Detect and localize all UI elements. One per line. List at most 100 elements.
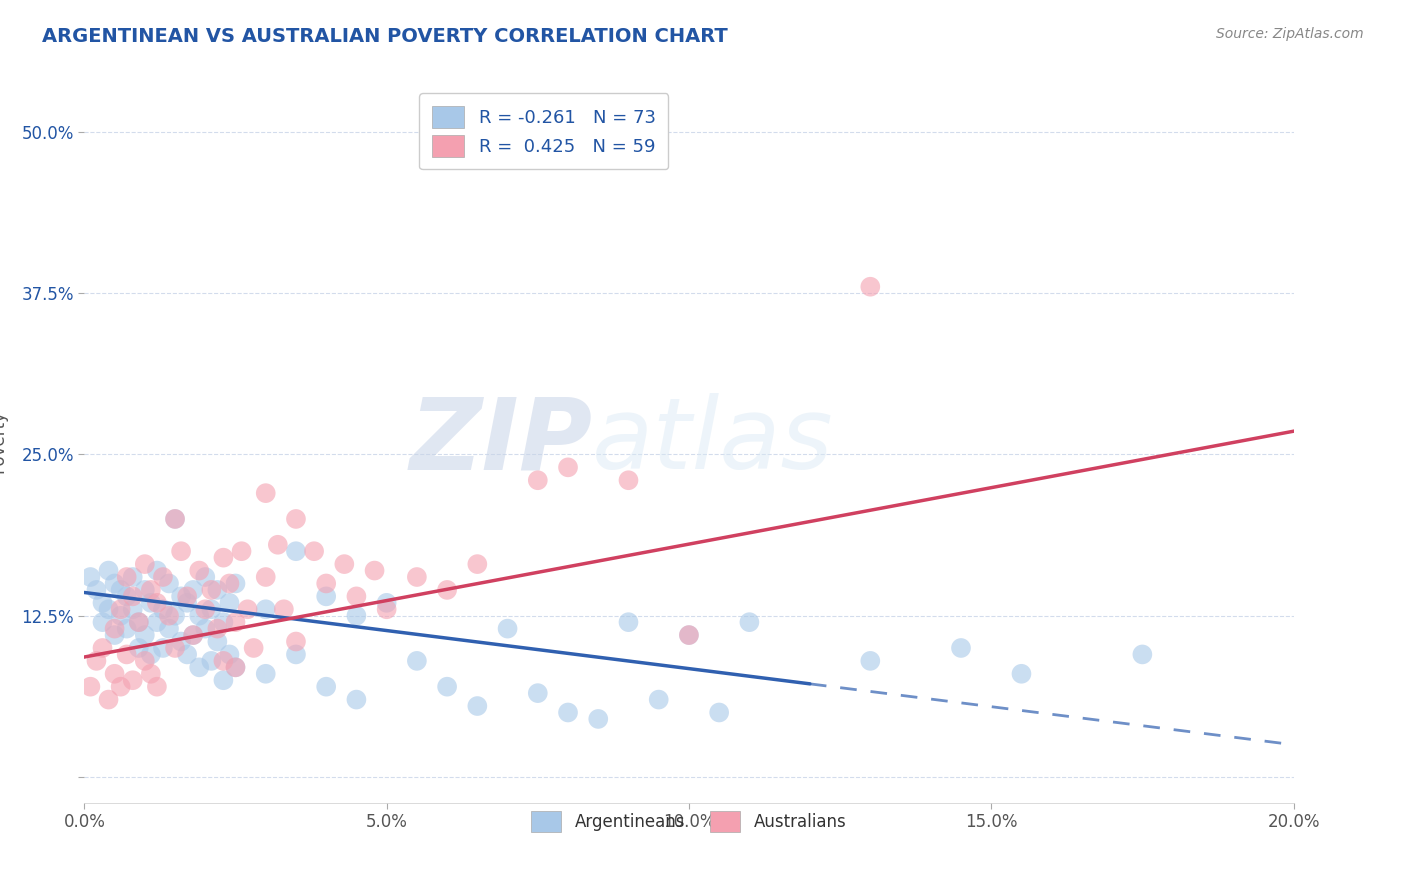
Point [176, 648, 198, 662]
Point [104, 622, 127, 636]
Point [200, 602, 222, 616]
Point [157, 608, 180, 623]
Point [285, 634, 308, 648]
Point [200, 582, 222, 597]
Point [315, 576, 337, 591]
Point [139, 666, 162, 681]
Point [121, 673, 143, 688]
Point [139, 582, 162, 597]
Point [146, 596, 169, 610]
Point [139, 648, 162, 662]
Point [115, 622, 138, 636]
Point [152, 602, 174, 616]
Point [346, 608, 368, 623]
Point [346, 692, 368, 706]
Point [188, 608, 211, 623]
Point [496, 622, 519, 636]
Point [406, 654, 429, 668]
Point [617, 473, 640, 487]
Point [170, 590, 193, 604]
Point [188, 660, 211, 674]
Point [91, 615, 114, 630]
Point [181, 628, 204, 642]
Text: ZIP: ZIP [409, 393, 592, 490]
Point [165, 512, 187, 526]
Point [436, 582, 458, 597]
Point [648, 692, 671, 706]
Point [363, 564, 385, 578]
Point [97, 692, 120, 706]
Point [207, 582, 229, 597]
Point [225, 615, 247, 630]
Point [91, 640, 114, 655]
Point [128, 615, 150, 630]
Point [194, 622, 217, 636]
Point [110, 608, 132, 623]
Point [267, 538, 290, 552]
Point [212, 654, 235, 668]
Point [176, 590, 198, 604]
Point [375, 602, 398, 616]
Point [165, 640, 187, 655]
Text: atlas: atlas [592, 393, 834, 490]
Point [152, 640, 174, 655]
Point [110, 582, 132, 597]
Text: Source: ZipAtlas.com: Source: ZipAtlas.com [1216, 27, 1364, 41]
Point [225, 576, 247, 591]
Point [170, 634, 193, 648]
Point [467, 699, 489, 714]
Point [146, 680, 169, 694]
Point [285, 512, 308, 526]
Point [273, 602, 295, 616]
Point [146, 615, 169, 630]
Point [181, 582, 204, 597]
Legend: Argentineans, Australians: Argentineans, Australians [519, 798, 859, 845]
Point [200, 654, 222, 668]
Point [1130, 648, 1153, 662]
Point [134, 628, 156, 642]
Point [121, 602, 143, 616]
Point [285, 544, 308, 558]
Point [115, 590, 138, 604]
Point [212, 550, 235, 565]
Point [104, 628, 127, 642]
Point [176, 596, 198, 610]
Point [139, 596, 162, 610]
Point [467, 557, 489, 571]
Point [104, 576, 127, 591]
Point [79, 570, 101, 584]
Point [212, 615, 235, 630]
Point [225, 660, 247, 674]
Point [194, 602, 217, 616]
Point [254, 666, 277, 681]
Point [285, 648, 308, 662]
Point [207, 634, 229, 648]
Point [121, 570, 143, 584]
Point [134, 557, 156, 571]
Point [242, 640, 264, 655]
Point [104, 666, 127, 681]
Point [436, 680, 458, 694]
Point [678, 628, 700, 642]
Point [254, 486, 277, 500]
Point [225, 660, 247, 674]
Point [218, 576, 240, 591]
Point [254, 602, 277, 616]
Text: ARGENTINEAN VS AUSTRALIAN POVERTY CORRELATION CHART: ARGENTINEAN VS AUSTRALIAN POVERTY CORREL… [42, 27, 728, 45]
Point [406, 570, 429, 584]
Point [86, 582, 108, 597]
Point [146, 564, 169, 578]
Point [165, 608, 187, 623]
Point [115, 648, 138, 662]
Point [218, 596, 240, 610]
Point [527, 473, 550, 487]
Point [79, 680, 101, 694]
Point [110, 602, 132, 616]
Point [709, 706, 731, 720]
Point [302, 544, 325, 558]
Point [91, 596, 114, 610]
Point [315, 590, 337, 604]
Point [165, 512, 187, 526]
Point [375, 596, 398, 610]
Point [218, 648, 240, 662]
